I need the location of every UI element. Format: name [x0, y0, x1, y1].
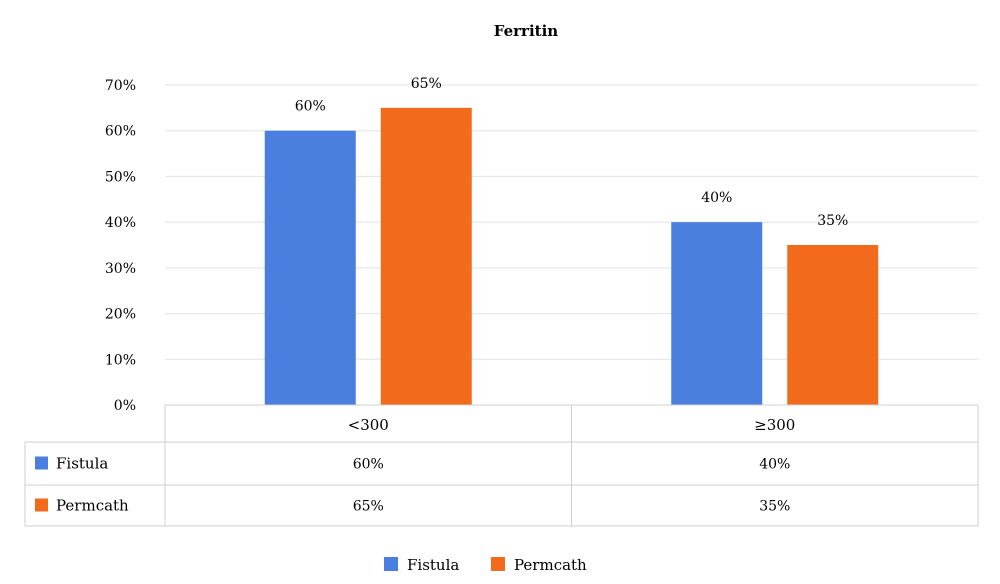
- y-tick-label: 70%: [105, 78, 136, 94]
- table-value: 65%: [353, 499, 384, 515]
- legend: Fistula Permcath: [384, 556, 587, 574]
- chart-title: Ferritin: [494, 22, 559, 40]
- bars: [264, 107, 879, 405]
- bar-fistula: [264, 130, 356, 405]
- bar-permcath: [787, 245, 879, 405]
- table-value: 35%: [759, 499, 790, 515]
- table-category-label: <300: [348, 416, 389, 434]
- y-tick-label: 40%: [105, 215, 136, 231]
- y-tick-label: 20%: [105, 307, 136, 323]
- legend-swatch-permcath: [491, 557, 505, 571]
- data-label: 60%: [295, 99, 326, 115]
- table-series-name: Permcath: [56, 497, 129, 515]
- table-category-label: ≥300: [754, 416, 795, 434]
- data-label: 65%: [411, 76, 442, 92]
- legend-label: Fistula: [407, 556, 459, 574]
- legend-swatch-fistula: [384, 557, 398, 571]
- y-tick-label: 10%: [105, 352, 136, 368]
- data-labels: 60% 65% 40% 35%: [295, 76, 849, 229]
- table-swatch-fistula: [35, 456, 48, 470]
- y-tick-label: 30%: [105, 261, 136, 277]
- bar-permcath: [380, 107, 472, 405]
- y-tick-label: 0%: [114, 398, 136, 414]
- data-table: <300 ≥300 Fistula 60% 40% Permcath 65% 35%: [24, 404, 979, 527]
- table-value: 40%: [759, 457, 790, 473]
- y-axis-ticks: 0% 10% 20% 30% 40% 50% 60% 70%: [105, 78, 136, 414]
- y-tick-label: 50%: [105, 169, 136, 185]
- bar-fistula: [671, 222, 763, 405]
- legend-label: Permcath: [514, 556, 587, 574]
- data-label: 35%: [817, 213, 848, 229]
- table-value: 60%: [353, 457, 384, 473]
- table-series-name: Fistula: [56, 455, 108, 473]
- data-label: 40%: [701, 190, 732, 206]
- y-tick-label: 60%: [105, 124, 136, 140]
- table-swatch-permcath: [35, 498, 48, 512]
